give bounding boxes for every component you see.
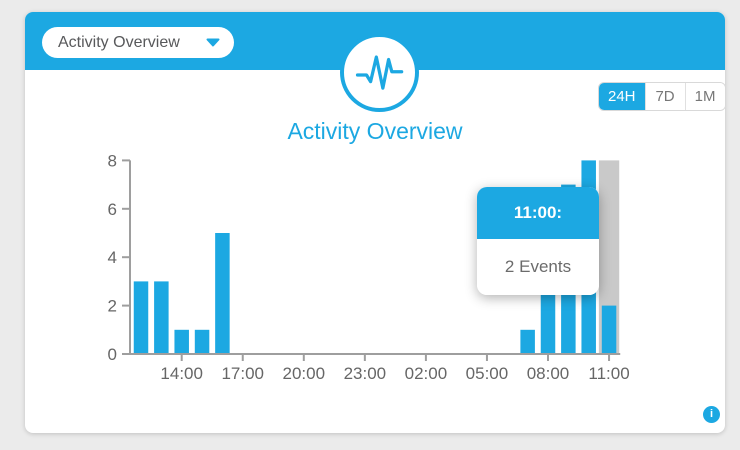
y-tick-label: 0 xyxy=(108,345,117,364)
x-tick-label: 23:00 xyxy=(344,364,387,383)
x-tick-label: 20:00 xyxy=(283,364,326,383)
x-tick-label: 14:00 xyxy=(160,364,203,383)
x-tick-label: 02:00 xyxy=(405,364,448,383)
x-tick-label: 11:00 xyxy=(588,364,629,383)
y-tick-label: 8 xyxy=(108,151,117,170)
bar-12:00[interactable] xyxy=(133,281,149,354)
chevron-down-icon xyxy=(206,38,220,47)
x-tick-label: 17:00 xyxy=(221,364,264,383)
widget-type-dropdown[interactable]: Activity Overview xyxy=(42,27,234,58)
tooltip-time: 11:00: xyxy=(477,187,599,239)
x-tick-label: 08:00 xyxy=(527,364,570,383)
time-range-selector: 24H 7D 1M xyxy=(598,82,726,111)
bar-07:00[interactable] xyxy=(520,329,535,354)
chart-tooltip: 11:00: 2 Events xyxy=(477,187,599,295)
chart-title: Activity Overview xyxy=(287,118,463,144)
widget-type-dropdown-label: Activity Overview xyxy=(58,33,180,51)
x-tick-label: 05:00 xyxy=(466,364,509,383)
tooltip-events: 2 Events xyxy=(477,239,599,295)
range-tab-24h[interactable]: 24H xyxy=(599,83,645,110)
activity-overview-card: Activity Overview 24H 7D 1M Activity Ove… xyxy=(25,12,726,433)
bar-13:00[interactable] xyxy=(154,281,169,354)
bar-14:00[interactable] xyxy=(174,329,189,354)
range-tab-7d[interactable]: 7D xyxy=(644,83,685,110)
y-tick-label: 6 xyxy=(108,200,117,219)
y-tick-label: 4 xyxy=(108,248,117,267)
bar-11:00[interactable] xyxy=(601,305,617,354)
y-tick-label: 2 xyxy=(108,297,117,316)
activity-pulse-icon xyxy=(340,33,419,112)
range-tab-1m[interactable]: 1M xyxy=(684,83,725,110)
bar-16:00[interactable] xyxy=(215,233,230,354)
bar-15:00[interactable] xyxy=(194,329,210,354)
info-button[interactable]: i xyxy=(703,406,720,423)
